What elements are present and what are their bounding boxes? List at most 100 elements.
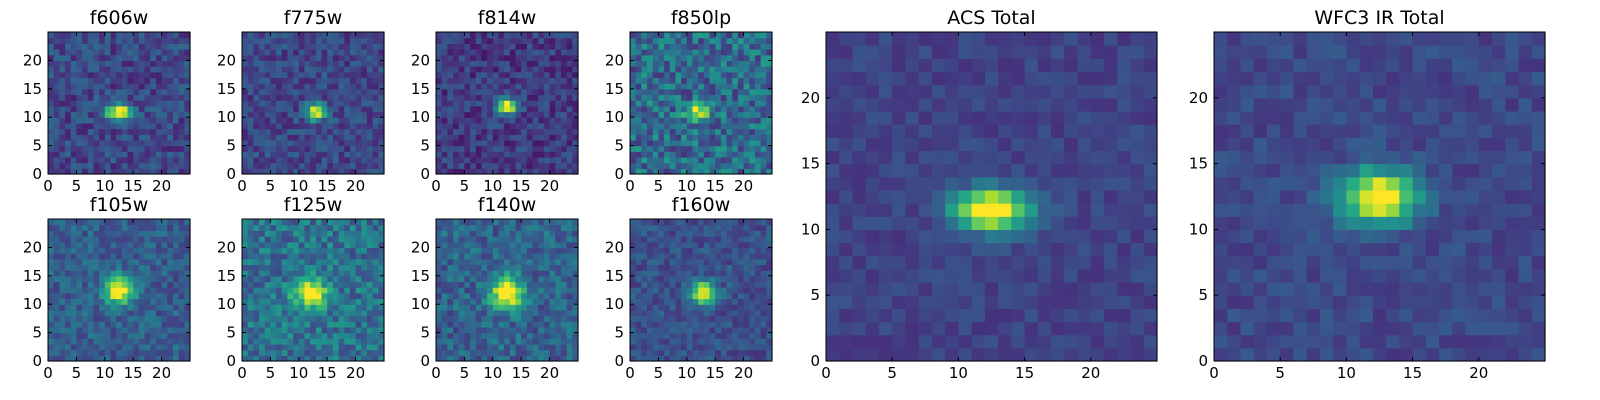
heatmap-cell	[344, 264, 351, 271]
heatmap-cell	[543, 32, 551, 39]
heatmap-cell	[310, 60, 317, 67]
heatmap-cell	[515, 275, 522, 283]
heatmap-cell	[436, 224, 443, 231]
heatmap-cell	[121, 83, 129, 90]
heatmap-cell	[726, 162, 733, 169]
heatmap-cell	[184, 349, 191, 356]
heatmap-cell	[464, 355, 471, 362]
heatmap-cell	[121, 60, 129, 67]
heatmap-cell	[669, 315, 677, 322]
heatmap-cell	[754, 321, 762, 328]
heatmap-cell	[464, 321, 471, 328]
heatmap-cell	[321, 162, 328, 169]
heatmap-cell	[121, 117, 129, 124]
heatmap-cell	[259, 292, 266, 300]
heatmap-cell	[766, 88, 773, 96]
heatmap-cell	[378, 343, 385, 351]
heatmap-cell	[532, 292, 539, 300]
heatmap-cell	[110, 122, 117, 130]
heatmap-cell	[355, 94, 362, 101]
heatmap-cell	[487, 77, 494, 84]
heatmap-cell	[492, 168, 500, 175]
heatmap-cell	[259, 275, 266, 283]
heatmap-cell	[669, 332, 677, 339]
heatmap-cell	[76, 60, 83, 67]
heatmap-cell	[155, 94, 163, 101]
heatmap-cell	[543, 332, 551, 339]
heatmap-cell	[715, 111, 722, 118]
heatmap-cell	[48, 54, 55, 61]
heatmap-cell	[737, 94, 745, 101]
heatmap-cell	[481, 128, 488, 135]
heatmap-cell	[760, 139, 767, 147]
heatmap-cell	[743, 332, 750, 339]
heatmap-cell	[458, 275, 465, 283]
heatmap-cell	[487, 151, 494, 158]
heatmap-cell	[378, 275, 385, 283]
heatmap-cell	[127, 304, 134, 311]
heatmap-cell	[355, 151, 362, 158]
heatmap-cell	[726, 343, 733, 351]
heatmap-cell	[487, 145, 494, 152]
heatmap-cell	[378, 60, 385, 67]
heatmap-cell	[298, 349, 306, 356]
heatmap-cell	[167, 349, 174, 356]
heatmap-cell	[543, 304, 551, 311]
heatmap-cell	[760, 94, 767, 101]
heatmap-cell	[82, 224, 89, 231]
heatmap-cell	[652, 94, 659, 101]
x-tick-label: 0	[43, 177, 53, 195]
heatmap-cell	[475, 94, 483, 101]
heatmap-cell	[247, 88, 254, 96]
heatmap-cell	[436, 156, 443, 164]
heatmap-cell	[709, 105, 716, 113]
heatmap-cell	[498, 168, 505, 175]
heatmap-cell	[110, 139, 117, 147]
heatmap-cell	[184, 66, 191, 73]
y-tick-label: 0	[32, 352, 42, 370]
heatmap-cell	[692, 287, 699, 294]
heatmap-cell	[378, 236, 385, 243]
heatmap-cell	[53, 321, 60, 328]
heatmap-cell	[566, 270, 573, 277]
heatmap-cell	[686, 287, 694, 294]
heatmap-cell	[310, 105, 317, 113]
heatmap-cell	[82, 32, 89, 39]
heatmap-cell	[572, 122, 579, 130]
heatmap-cell	[641, 128, 648, 135]
heatmap-cell	[447, 83, 454, 90]
heatmap-cell	[453, 264, 460, 271]
heatmap-cell	[344, 49, 351, 56]
heatmap-cell	[532, 304, 539, 311]
heatmap-cell	[754, 156, 762, 164]
heatmap-cell	[372, 264, 379, 271]
heatmap-cell	[184, 88, 191, 96]
heatmap-cell	[167, 128, 174, 135]
heatmap-cell	[99, 66, 106, 73]
heatmap-cell	[247, 309, 254, 317]
heatmap-cell	[264, 151, 271, 158]
heatmap-cell	[276, 77, 283, 84]
heatmap-cell	[749, 134, 756, 141]
heatmap-cell	[737, 100, 745, 107]
x-tick-label: 5	[460, 364, 470, 382]
heatmap-cell	[293, 32, 300, 39]
heatmap-cell	[766, 315, 773, 322]
heatmap-cell	[441, 66, 448, 73]
heatmap-cell	[641, 287, 648, 294]
heatmap-cell	[675, 134, 682, 141]
heatmap-cell	[498, 292, 505, 300]
heatmap-cell	[441, 43, 448, 50]
heatmap-cell	[76, 230, 83, 237]
heatmap-cell	[669, 71, 677, 79]
heatmap-cell	[441, 151, 448, 158]
heatmap-cell	[498, 338, 505, 345]
heatmap-cell	[338, 111, 345, 118]
heatmap-cell	[436, 281, 443, 288]
heatmap-cell	[709, 49, 716, 56]
heatmap-cell	[492, 66, 500, 73]
heatmap-cell	[509, 32, 517, 39]
heatmap-cell	[715, 156, 722, 164]
heatmap-cell	[515, 71, 522, 79]
heatmap-cell	[436, 247, 443, 254]
